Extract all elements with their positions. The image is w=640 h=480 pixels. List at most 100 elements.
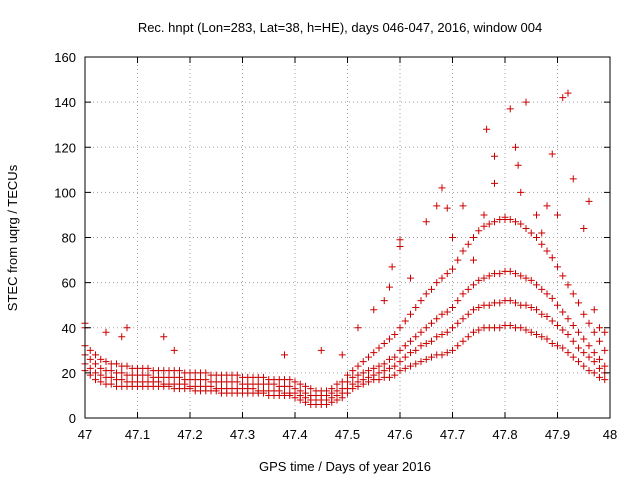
data-point <box>422 340 430 348</box>
data-point <box>391 362 399 370</box>
data-point <box>554 301 561 309</box>
data-point <box>543 290 551 298</box>
data-point <box>417 297 425 305</box>
data-point <box>401 317 409 325</box>
y-tick-label: 20 <box>62 366 76 381</box>
data-point <box>428 353 435 361</box>
data-point <box>559 94 567 102</box>
data-point <box>422 290 430 298</box>
data-point <box>359 358 367 366</box>
data-point <box>596 337 603 345</box>
data-point <box>554 211 561 219</box>
data-point <box>86 346 94 354</box>
data-point <box>538 240 546 248</box>
data-point <box>543 202 551 210</box>
data-point <box>291 378 299 386</box>
data-point <box>596 324 603 332</box>
x-axis-label: GPS time / Days of year 2016 <box>259 459 431 474</box>
data-point <box>527 328 535 336</box>
data-point <box>517 272 525 280</box>
y-tick-label: 60 <box>62 276 76 291</box>
data-point <box>590 369 598 377</box>
data-point <box>470 256 477 264</box>
data-point <box>580 310 588 318</box>
data-point <box>417 358 425 366</box>
data-point <box>202 376 210 384</box>
data-point <box>391 331 399 339</box>
data-point <box>233 378 241 386</box>
data-point <box>333 387 341 395</box>
data-point <box>464 333 472 341</box>
data-point <box>359 376 367 384</box>
data-point <box>459 290 467 298</box>
data-point <box>533 234 540 241</box>
data-point <box>407 362 414 370</box>
data-point <box>428 337 435 345</box>
data-point <box>86 355 94 363</box>
data-point <box>590 358 598 366</box>
x-tick-label: 47.6 <box>387 427 412 442</box>
data-point <box>123 324 131 332</box>
data-point <box>97 371 105 379</box>
data-point <box>585 367 593 375</box>
data-point <box>522 301 530 309</box>
data-point <box>449 265 456 273</box>
data-point <box>506 297 514 305</box>
data-point <box>144 371 152 379</box>
data-point <box>585 353 593 361</box>
data-point <box>260 373 267 381</box>
data-point <box>344 371 351 379</box>
data-point <box>107 380 115 388</box>
data-point <box>464 310 472 318</box>
data-point <box>333 380 341 388</box>
data-point <box>470 306 477 314</box>
data-point <box>485 272 493 280</box>
data-point <box>407 274 414 282</box>
data-point <box>202 369 210 377</box>
data-point <box>506 267 514 275</box>
data-point <box>449 234 456 241</box>
x-tick-label: 47.4 <box>282 427 307 442</box>
data-point <box>501 215 509 223</box>
data-point <box>548 150 556 158</box>
data-point <box>97 355 105 363</box>
data-point <box>454 256 462 264</box>
data-point <box>475 227 483 235</box>
data-point <box>575 299 582 307</box>
data-point <box>517 188 525 196</box>
data-point <box>601 328 609 336</box>
data-point <box>438 351 446 359</box>
data-point <box>365 353 372 361</box>
x-tick-label: 47.2 <box>177 427 202 442</box>
data-point <box>538 285 546 293</box>
data-point <box>401 364 409 372</box>
data-point <box>375 362 383 370</box>
data-point <box>302 389 309 397</box>
grid <box>85 57 610 418</box>
y-tick-label: 0 <box>69 411 76 426</box>
data-point <box>459 337 467 345</box>
data-point <box>417 328 425 336</box>
y-tick-label: 100 <box>54 185 76 200</box>
data-point <box>396 236 404 244</box>
data-point <box>338 385 346 393</box>
data-point <box>380 297 388 305</box>
data-point <box>548 254 556 262</box>
data-point <box>307 385 315 393</box>
data-point <box>569 175 577 183</box>
data-point <box>354 362 362 370</box>
data-point <box>491 179 498 187</box>
data-point <box>533 331 540 339</box>
data-point <box>396 324 404 332</box>
data-point <box>517 220 525 228</box>
data-point <box>291 385 299 393</box>
x-tick-label: 47.3 <box>230 427 255 442</box>
data-point <box>543 247 551 255</box>
data-point <box>380 367 388 375</box>
data-point <box>512 218 519 226</box>
data-point <box>575 344 582 352</box>
data-point <box>102 358 110 366</box>
data-point <box>601 376 609 384</box>
x-tick-label: 48 <box>603 427 617 442</box>
data-point <box>564 281 572 289</box>
